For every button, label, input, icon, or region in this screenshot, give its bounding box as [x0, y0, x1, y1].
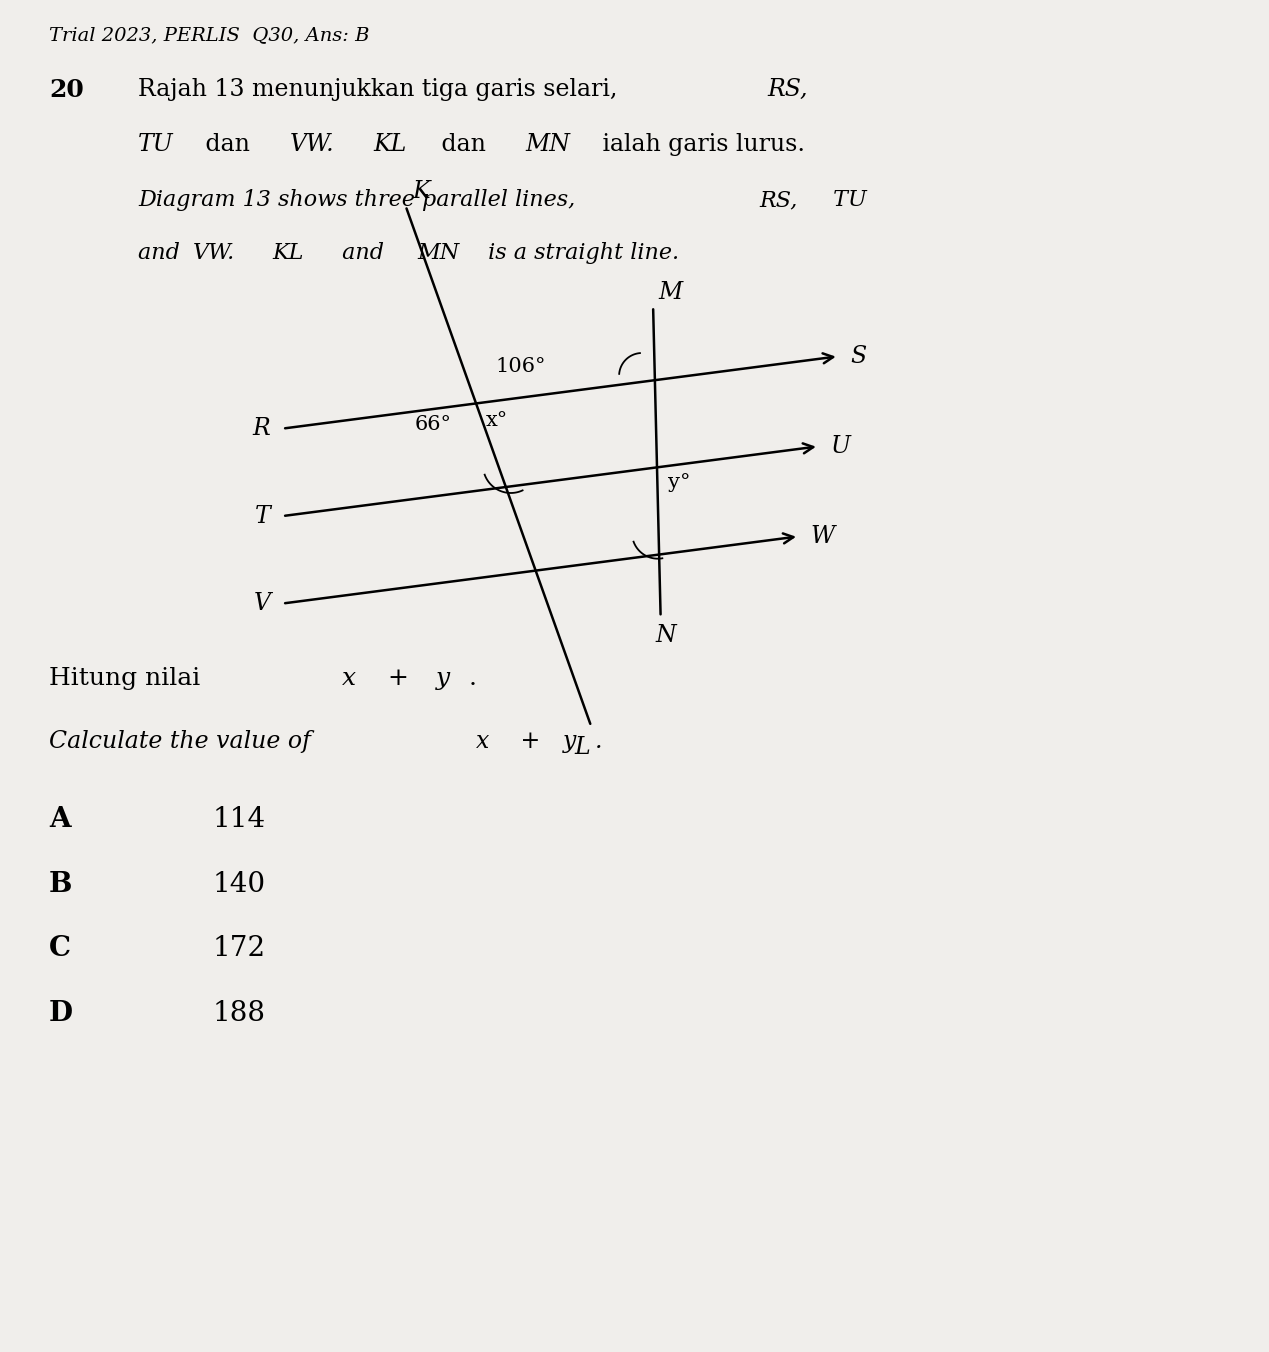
- Text: +: +: [513, 730, 547, 753]
- Text: dan: dan: [198, 134, 258, 157]
- Text: +: +: [379, 667, 416, 690]
- Text: M: M: [657, 281, 683, 304]
- Text: is a straight line.: is a straight line.: [481, 242, 679, 264]
- Text: MN: MN: [418, 242, 459, 264]
- Text: A: A: [49, 806, 71, 833]
- Text: x: x: [476, 730, 490, 753]
- Text: RS,: RS,: [768, 77, 807, 100]
- Text: RS,: RS,: [759, 189, 797, 211]
- Text: KL: KL: [273, 242, 303, 264]
- Text: 66°: 66°: [415, 415, 452, 434]
- Text: and: and: [335, 242, 391, 264]
- Text: KL: KL: [374, 134, 407, 157]
- Text: TU: TU: [138, 134, 174, 157]
- Text: Trial 2023, PERLIS  Q30, Ans: B: Trial 2023, PERLIS Q30, Ans: B: [49, 26, 369, 45]
- Text: .: .: [595, 730, 603, 753]
- Text: 106°: 106°: [496, 357, 547, 376]
- Text: y°: y°: [667, 473, 690, 492]
- Text: MN: MN: [525, 134, 571, 157]
- Text: Rajah 13 menunjukkan tiga garis selari,: Rajah 13 menunjukkan tiga garis selari,: [138, 77, 626, 100]
- Text: and: and: [138, 242, 188, 264]
- Text: W: W: [811, 525, 835, 548]
- Text: x°: x°: [486, 411, 508, 430]
- Text: D: D: [49, 1000, 72, 1028]
- Text: 140: 140: [213, 871, 266, 898]
- Text: 172: 172: [213, 936, 266, 963]
- Text: dan: dan: [434, 134, 494, 157]
- Text: 114: 114: [213, 806, 266, 833]
- Text: VW.: VW.: [193, 242, 235, 264]
- Text: U: U: [831, 435, 850, 458]
- Text: Hitung nilai: Hitung nilai: [49, 667, 208, 690]
- Text: 20: 20: [49, 77, 84, 101]
- Text: Diagram 13 shows three parallel lines,: Diagram 13 shows three parallel lines,: [138, 189, 582, 211]
- Text: 188: 188: [213, 1000, 265, 1028]
- Text: x: x: [341, 667, 357, 690]
- Text: C: C: [49, 936, 71, 963]
- Text: S: S: [850, 345, 867, 368]
- Text: T: T: [255, 504, 270, 527]
- Text: K: K: [412, 180, 430, 203]
- Text: VW.: VW.: [291, 134, 335, 157]
- Text: L: L: [575, 735, 590, 758]
- Text: y: y: [437, 667, 450, 690]
- Text: y: y: [562, 730, 576, 753]
- Text: N: N: [655, 625, 676, 648]
- Text: B: B: [49, 871, 72, 898]
- Text: ialah garis lurus.: ialah garis lurus.: [595, 134, 806, 157]
- Text: V: V: [254, 592, 270, 615]
- Text: R: R: [253, 418, 270, 441]
- Text: .: .: [470, 667, 477, 690]
- Text: TU: TU: [826, 189, 867, 211]
- Text: Calculate the value of: Calculate the value of: [49, 730, 319, 753]
